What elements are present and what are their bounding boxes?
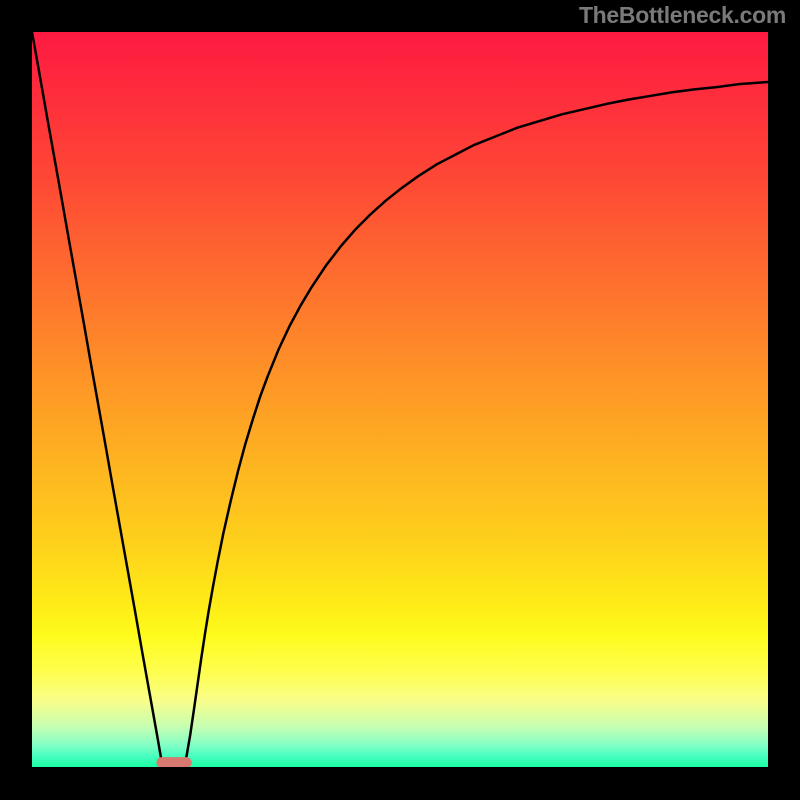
plot-svg	[32, 32, 768, 767]
plot-area	[32, 32, 768, 767]
minimum-marker	[156, 757, 191, 767]
watermark-text: TheBottleneck.com	[579, 2, 786, 29]
figure-container: TheBottleneck.com	[0, 0, 800, 800]
